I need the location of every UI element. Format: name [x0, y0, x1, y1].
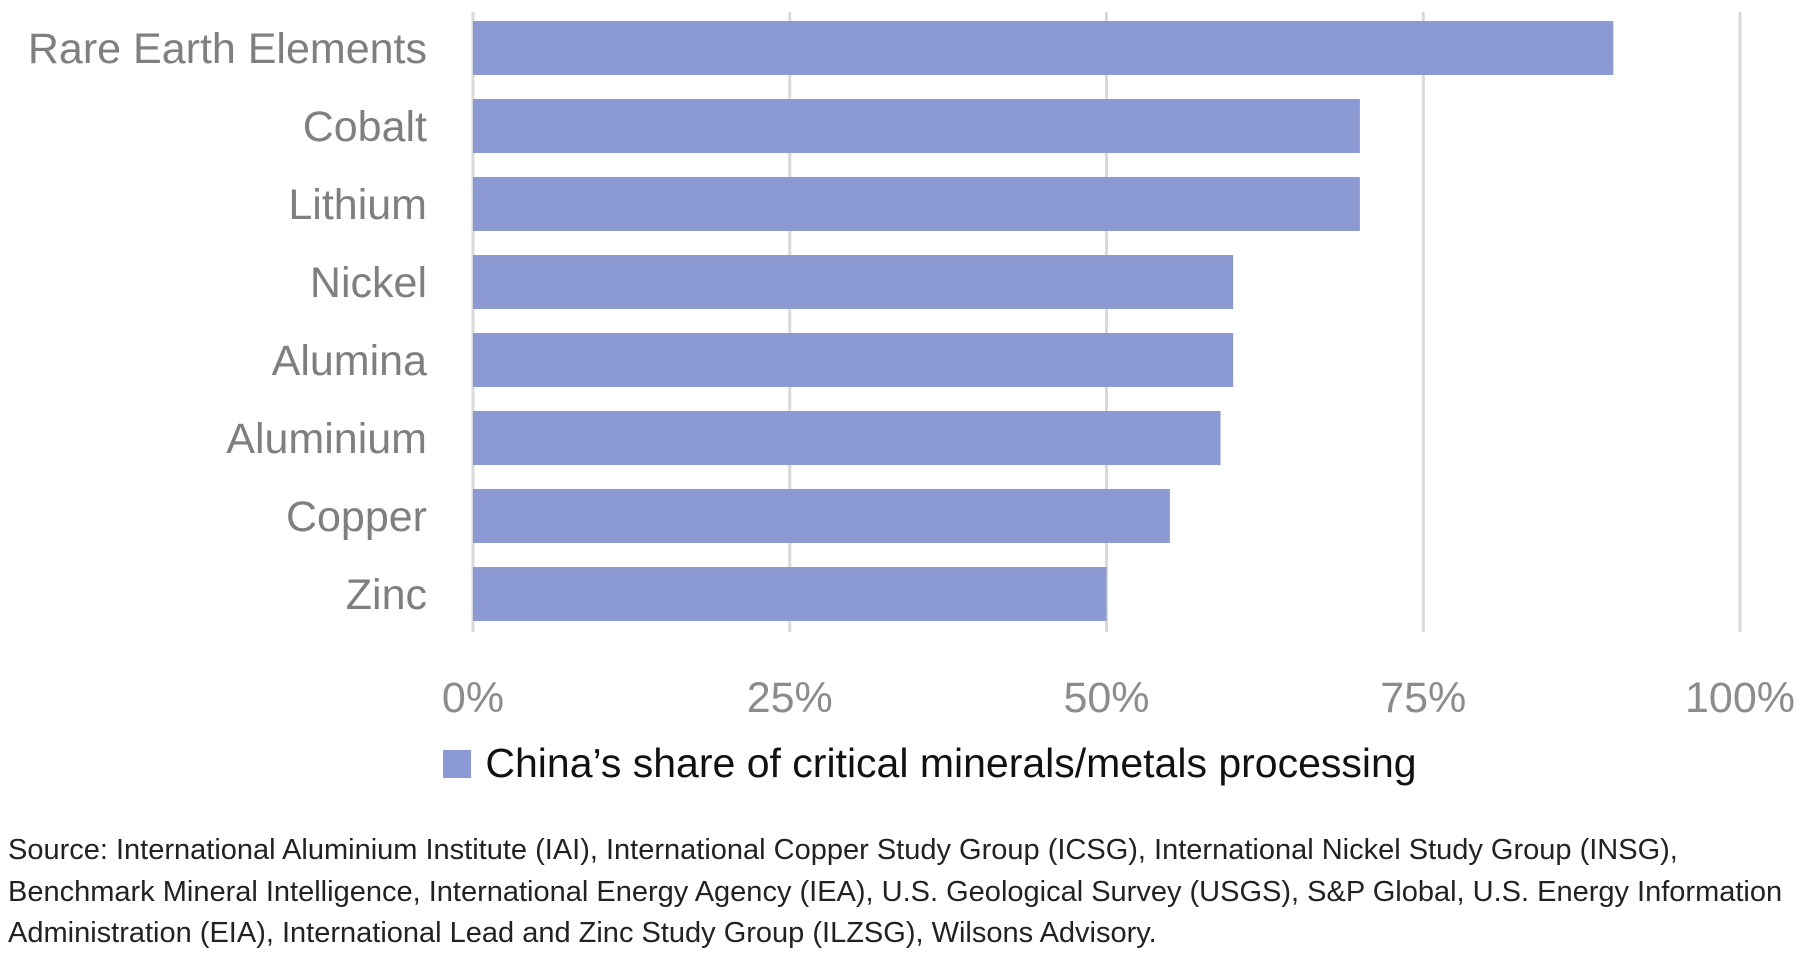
category-label: Cobalt	[303, 103, 427, 151]
category-label: Rare Earth Elements	[28, 25, 427, 73]
bar	[473, 255, 1234, 309]
x-tick-label: 0%	[442, 674, 504, 722]
category-label: Lithium	[288, 181, 427, 229]
bar	[473, 411, 1221, 465]
category-label: Zinc	[346, 571, 427, 619]
bar	[473, 567, 1107, 621]
x-tick-label: 100%	[1685, 674, 1795, 722]
category-label: Nickel	[310, 259, 427, 307]
bar	[473, 99, 1360, 153]
source-note: Source: International Aluminium Institut…	[8, 834, 1783, 949]
bar	[473, 489, 1170, 543]
bar	[473, 177, 1360, 231]
bar-chart: 0% 25% 50% 75% 100% Rare Earth Elements Cobalt…	[28, 12, 1795, 722]
category-label: Alumina	[272, 337, 427, 385]
category-label: Copper	[286, 493, 427, 541]
bar	[473, 333, 1234, 387]
legend: China’s share of critical minerals/metal…	[0, 740, 1800, 787]
legend-swatch	[443, 749, 472, 778]
legend-label: China’s share of critical minerals/metal…	[485, 740, 1417, 786]
category-label: Aluminium	[226, 415, 427, 463]
x-tick-label: 75%	[1380, 674, 1466, 722]
x-tick-label: 50%	[1063, 674, 1149, 722]
bar	[473, 21, 1614, 75]
x-tick-label: 25%	[747, 674, 833, 722]
